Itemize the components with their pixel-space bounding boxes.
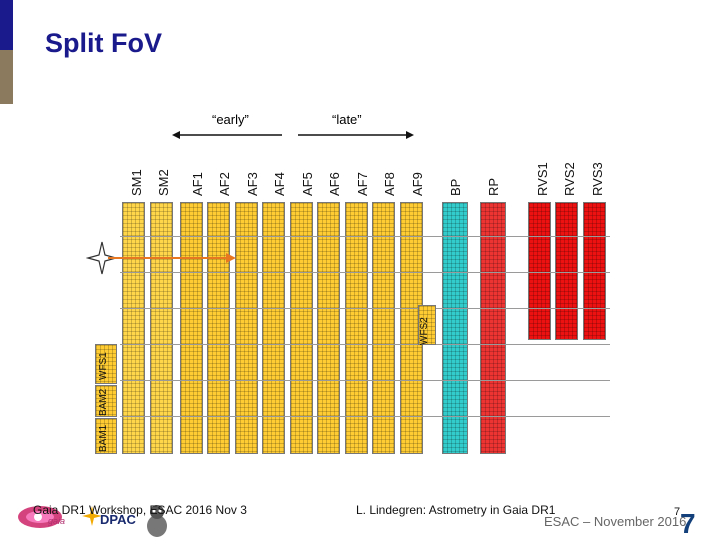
col-label-rvs3: RVS3 (590, 162, 605, 196)
ccd-row-separator (120, 416, 610, 417)
ccd-row-separator (120, 236, 610, 237)
col-label-af2: AF2 (217, 172, 232, 196)
dpac-logo-text: DPAC (100, 512, 136, 527)
col-label-af3: AF3 (245, 172, 260, 196)
col-label-rp: RP (486, 177, 501, 196)
col-label-rvs1: RVS1 (535, 162, 550, 196)
bam2-box (95, 385, 117, 417)
dpac-logo-icon (82, 506, 102, 526)
early-late-arrows (172, 131, 414, 139)
ccd-column-rvs2 (555, 202, 578, 340)
ccd-column-sm2 (150, 202, 173, 454)
col-label-af4: AF4 (272, 172, 287, 196)
ccd-column-af4 (262, 202, 285, 454)
ccd-column-sm1 (122, 202, 145, 454)
star-icon (86, 241, 119, 275)
bam1-box (95, 418, 117, 454)
side-bar-bottom (0, 50, 13, 104)
col-label-bp: BP (448, 178, 463, 196)
wfs2-box (418, 305, 436, 345)
ccd-column-af1 (180, 202, 203, 454)
ccd-row-separator (120, 308, 610, 309)
ccd-column-rvs1 (528, 202, 551, 340)
slide-title: Split FoV (45, 28, 162, 58)
ccd-row-separator (120, 380, 610, 381)
side-bar-top (0, 0, 13, 50)
footer-right: ESAC – November 2016 (544, 514, 687, 529)
gaia-logo-icon (18, 506, 62, 528)
early-arrowhead (172, 131, 180, 139)
ccd-row-separator (120, 272, 610, 273)
col-label-af7: AF7 (355, 172, 370, 196)
ccd-column-af6 (317, 202, 340, 454)
early-label: “early” (212, 112, 249, 127)
wfs1-box (95, 344, 117, 384)
col-label-af8: AF8 (382, 172, 397, 196)
star-track (86, 241, 236, 275)
bam1-label: BAM1 (98, 424, 109, 452)
bam2-label: BAM2 (98, 388, 109, 416)
wfs2-label: WFS2 (419, 317, 430, 345)
col-label-af6: AF6 (327, 172, 342, 196)
page-number-big: 7 (680, 508, 696, 539)
star-motion-arrowhead (226, 253, 236, 263)
footer-left: Gaia DR1 Workshop, ESAC 2016 Nov 3 (33, 503, 247, 517)
page-number-small: 7 (674, 506, 681, 518)
ccd-column-af5 (290, 202, 313, 454)
ccd-column-af7 (345, 202, 368, 454)
ccd-column-af2 (207, 202, 230, 454)
ccd-column-rp (480, 202, 506, 454)
wfs1-label: WFS1 (98, 352, 109, 380)
col-label-af9: AF9 (410, 172, 425, 196)
ccd-column-bp (442, 202, 468, 454)
col-label-sm1: SM1 (129, 169, 144, 196)
ccd-column-af3 (235, 202, 258, 454)
col-label-sm2: SM2 (156, 169, 171, 196)
ccd-column-af8 (372, 202, 395, 454)
ccd-column-af9 (400, 202, 423, 454)
ccd-column-rvs3 (583, 202, 606, 340)
col-label-af1: AF1 (190, 172, 205, 196)
gaia-logo-text: gaia (48, 516, 66, 526)
ccd-row-separator (120, 344, 610, 345)
late-label: “late” (332, 112, 362, 127)
col-label-af5: AF5 (300, 172, 315, 196)
mascot-icon (147, 505, 167, 537)
late-arrowhead (406, 131, 414, 139)
footer-center: L. Lindegren: Astrometry in Gaia DR1 (356, 503, 556, 517)
col-label-rvs2: RVS2 (562, 162, 577, 196)
